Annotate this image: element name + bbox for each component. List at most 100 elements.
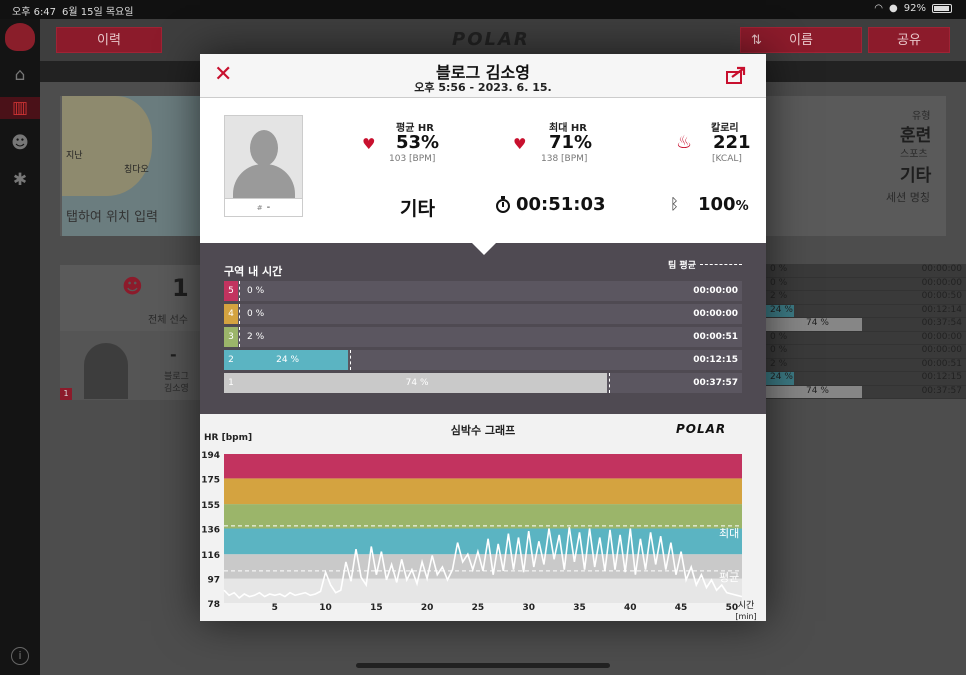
zone-fill-bar [224, 373, 608, 393]
sort-name-button[interactable]: ⇅ 이름 [740, 27, 862, 53]
x-axis-label: 시간 [738, 600, 755, 611]
y-tick-label: 136 [201, 526, 220, 536]
history-button[interactable]: 이력 [56, 27, 162, 53]
type-value: 훈련 [900, 126, 932, 146]
session-detail-modal: ✕ 블로그 김소영 오후 5:56 - 2023. 6. 15. # - ♥ 평균… [200, 54, 766, 621]
bluetooth-icon: ᛒ [670, 195, 680, 213]
x-tick-label: 25 [472, 603, 485, 613]
zone-time: 00:12:15 [693, 355, 738, 365]
hr-zone-band [224, 578, 742, 603]
zone-percent: 2 % [247, 332, 265, 342]
hr-zone-band [224, 528, 742, 555]
zones-title: 구역 내 시간 [224, 265, 283, 278]
chart-icon[interactable]: ▥ [0, 97, 40, 119]
hr-series-line [223, 527, 743, 599]
avg-hr-bpm: 103 [BPM] [389, 154, 436, 164]
zone-percent: 0 % [247, 309, 265, 319]
zone-number: 3 [224, 327, 238, 347]
hr-zone-band [224, 504, 742, 529]
x-tick-label: 5 [272, 603, 278, 613]
focus-icon: ● [889, 3, 898, 14]
session-name-label: 세션 명칭 [886, 191, 930, 204]
zone-time: 00:00:00 [693, 286, 738, 296]
team-average-marker [239, 281, 240, 301]
side-navigation: ⌂ ▥ ☻ ✱ i [0, 19, 40, 675]
hr-zone-band [224, 478, 742, 505]
heart-icon: ♥ [362, 135, 376, 153]
zone-percent: 24 % [276, 355, 300, 365]
map-city-label: 지난 [66, 151, 83, 161]
max-hr-value: 71% [549, 132, 593, 153]
participants-count: 1 [172, 274, 189, 302]
zone-row-1: 1 74 % 00:37:57 [224, 373, 742, 393]
table-row: 2 % 00:00:50 [766, 291, 966, 305]
player-name-line1: 블로그 [164, 372, 189, 382]
status-bar: 오후 6:47 6월 15일 목요일 ◠ ● 92% [0, 0, 966, 19]
polar-logo: POLAR [452, 29, 530, 50]
player-name-line2: 김소영 [164, 384, 189, 394]
close-icon[interactable]: ✕ [214, 62, 233, 87]
x-tick-label: 15 [370, 603, 383, 613]
zone-row-3: 3 2 % 00:00:51 [224, 327, 742, 347]
calories-label: 칼로리 [711, 123, 739, 134]
zone-time: 00:00:51 [693, 332, 738, 342]
team-average-marker [609, 373, 611, 393]
player-avatar [84, 343, 128, 399]
x-tick-label: 45 [675, 603, 688, 613]
home-icon[interactable]: ⌂ [14, 65, 26, 85]
graph-title: 심박수 그래프 [450, 424, 516, 437]
table-row: 24 % 00:12:14 [766, 304, 966, 318]
x-tick-label: 50 [726, 603, 739, 613]
avg-hr-label: 평균 [719, 571, 739, 584]
zone-row-5: 5 0 % 00:00:00 [224, 281, 742, 301]
status-time: 오후 6:47 [12, 7, 57, 18]
gear-icon[interactable]: ✱ [12, 170, 28, 190]
time-in-zones-section: 구역 내 시간 팀 평균 5 0 % 00:00:00 4 0 % 00:00:00 3 2 … [200, 243, 766, 414]
table-row: 24 % 00:12:15 [766, 372, 966, 386]
share-button[interactable]: 공유 [868, 27, 950, 53]
table-row: 0 % 00:00:00 [766, 345, 966, 359]
zone-time: 00:37:57 [693, 378, 738, 388]
heart-icon: ♥ [513, 135, 527, 153]
info-icon[interactable]: i [11, 647, 29, 665]
sort-name-label: 이름 [789, 33, 813, 48]
team-average-line [700, 264, 742, 265]
graph-y-label: HR [bpm] [204, 433, 253, 443]
status-date: 6월 15일 목요일 [62, 7, 134, 18]
zone-time: 00:00:00 [693, 309, 738, 319]
location-map[interactable]: 지난 칭다오 탭하여 위치 입력 [62, 96, 200, 236]
modal-subtitle: 오후 5:56 - 2023. 6. 15. [414, 81, 552, 94]
participants-label: 전체 선수 [148, 315, 188, 326]
flame-icon: ♨ [676, 132, 693, 153]
zone-row-4: 4 0 % 00:00:00 [224, 304, 742, 324]
avg-hr-value: 53% [396, 132, 440, 153]
player-badge: 1 [60, 388, 72, 400]
home-indicator[interactable] [356, 663, 610, 668]
table-row: 74 % 00:37:57 [766, 385, 966, 399]
share-icon[interactable] [726, 66, 746, 84]
player-row[interactable]: - 블로그 김소영 1 [60, 331, 200, 400]
location-input-label: 탭하여 위치 입력 [66, 210, 158, 225]
team-average-legend: 팀 평균 [668, 261, 696, 271]
calories-unit: [KCAL] [712, 154, 742, 164]
hr-graph-section: 심박수 그래프 POLAR HR [bpm] 최대 평균 78 97 116 136 155… [200, 414, 766, 621]
section-notch [472, 243, 496, 255]
sort-icon: ⇅ [751, 33, 762, 48]
avg-hr-label: 평균 HR [396, 123, 434, 134]
zone-fill-bar [224, 350, 349, 370]
table-row: 0 % 00:00:00 [766, 331, 966, 345]
sport-value: 기타 [400, 198, 435, 220]
y-tick-label: 175 [201, 475, 220, 485]
wifi-icon: ◠ [874, 3, 884, 14]
type-label: 유형 [912, 111, 931, 122]
y-tick-label: 155 [201, 501, 220, 511]
x-tick-label: 10 [319, 603, 332, 613]
modal-header: ✕ 블로그 김소영 오후 5:56 - 2023. 6. 15. [200, 54, 766, 98]
stopwatch-icon [496, 196, 510, 213]
y-tick-label: 116 [201, 551, 220, 561]
users-icon[interactable]: ☻ [11, 133, 29, 153]
max-hr-bpm: 138 [BPM] [541, 154, 588, 164]
zone-row-2: 2 24 % 00:12:15 [224, 350, 742, 370]
battery-icon [932, 4, 952, 13]
